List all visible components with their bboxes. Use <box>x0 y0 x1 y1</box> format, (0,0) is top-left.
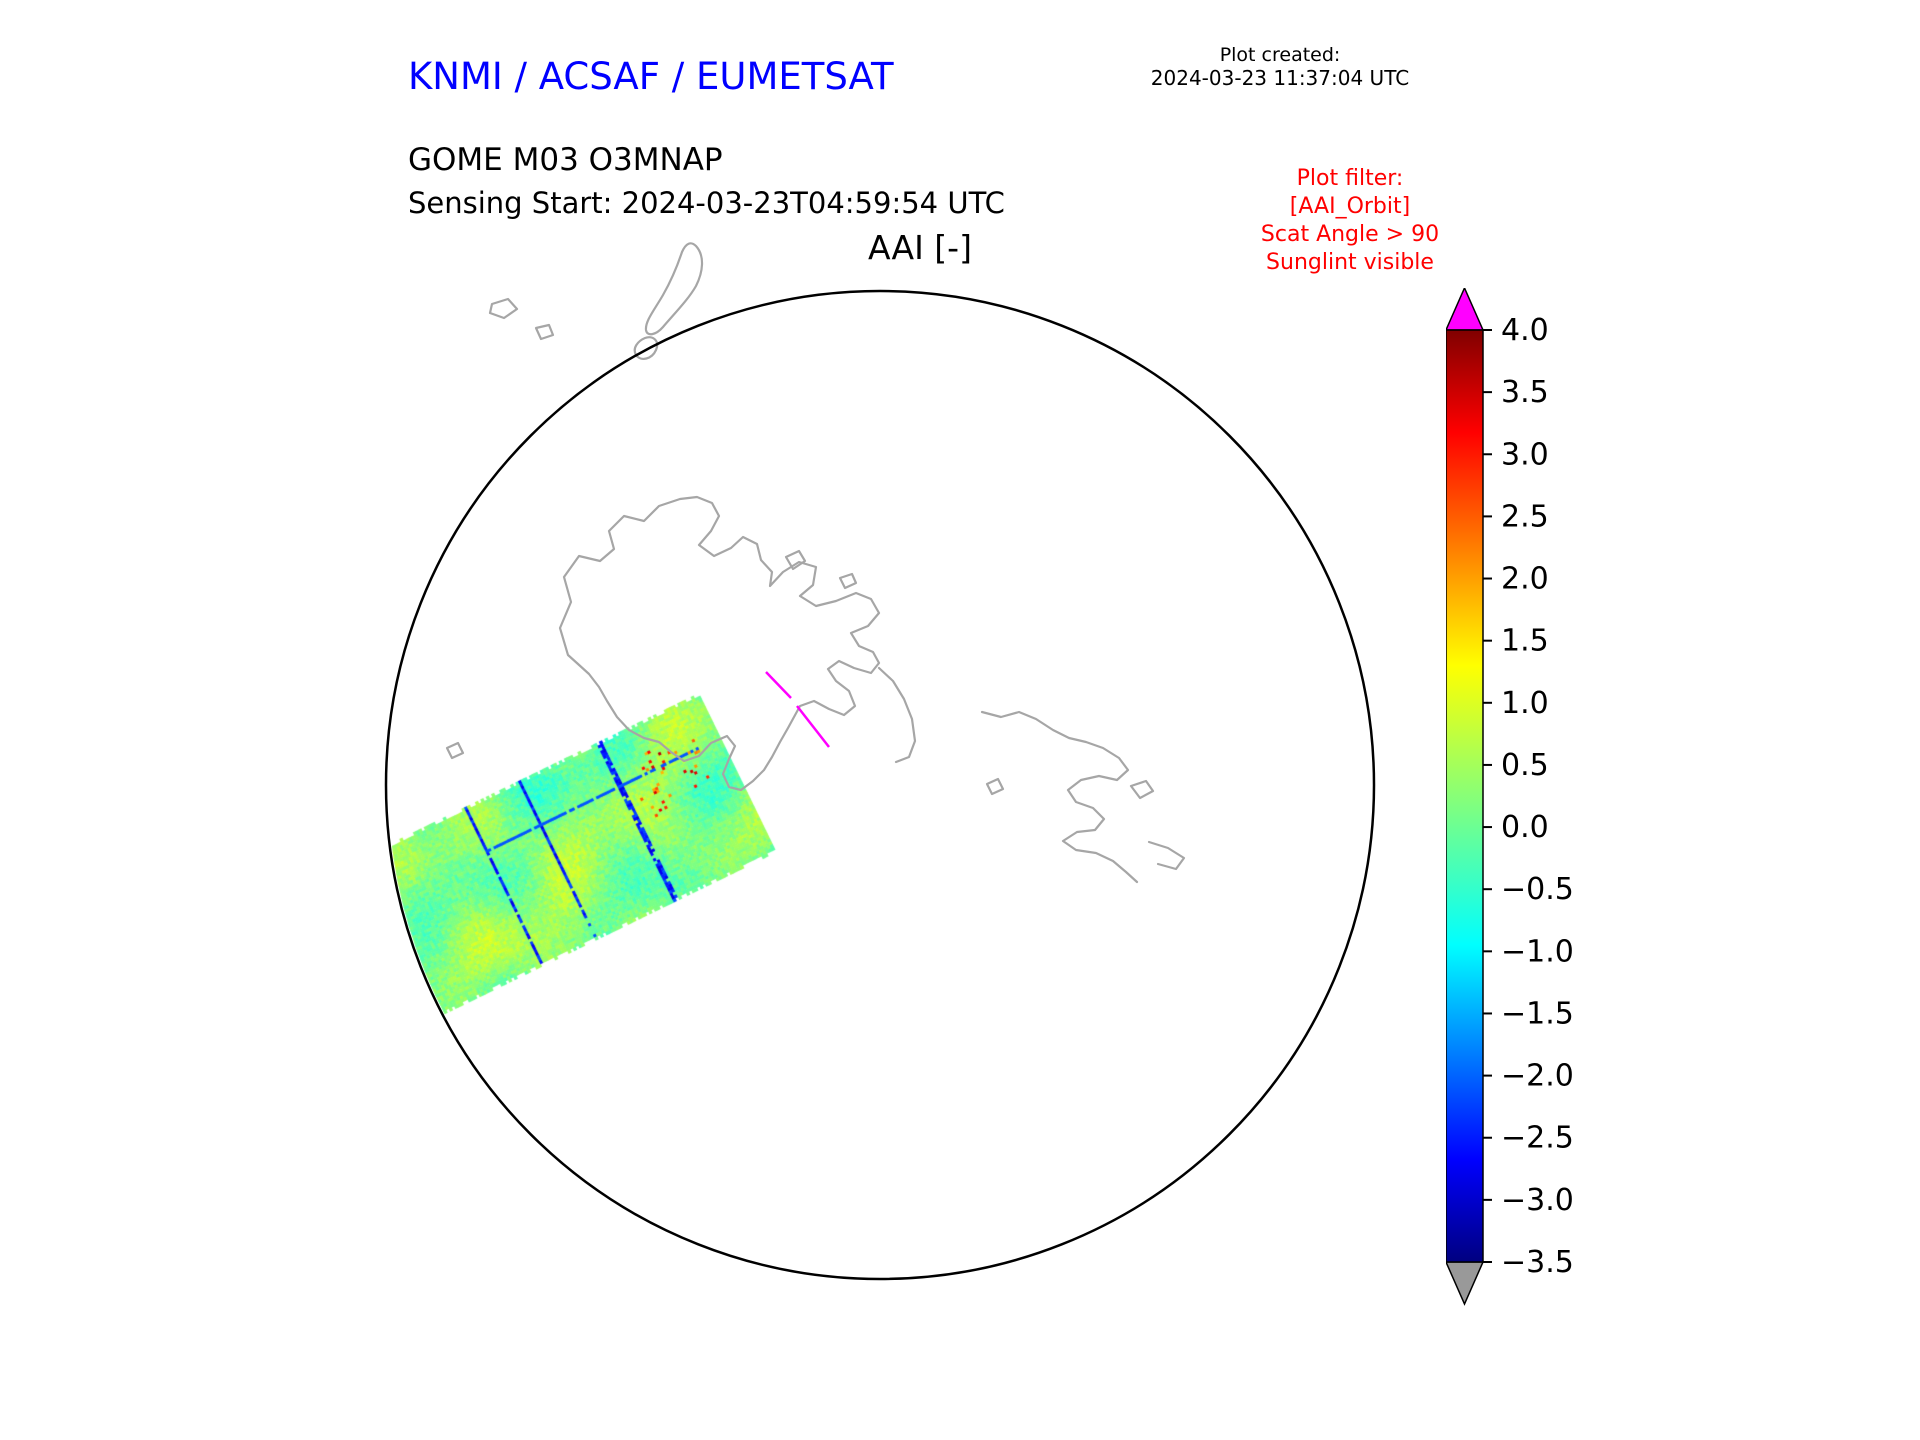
svg-text:−1.0: −1.0 <box>1501 934 1574 969</box>
svg-text:−0.5: −0.5 <box>1501 872 1574 907</box>
svg-text:3.0: 3.0 <box>1501 437 1549 472</box>
svg-text:−1.5: −1.5 <box>1501 996 1574 1031</box>
svg-text:0.5: 0.5 <box>1501 748 1549 783</box>
svg-text:−3.0: −3.0 <box>1501 1183 1574 1218</box>
svg-text:−2.5: −2.5 <box>1501 1121 1574 1156</box>
svg-text:4.0: 4.0 <box>1501 313 1549 348</box>
svg-text:1.0: 1.0 <box>1501 686 1549 721</box>
svg-text:−3.5: −3.5 <box>1501 1245 1574 1280</box>
svg-text:2.0: 2.0 <box>1501 562 1549 597</box>
svg-text:2.5: 2.5 <box>1501 499 1549 534</box>
svg-text:1.5: 1.5 <box>1501 624 1549 659</box>
colorbar: 4.0 3.5 3.0 2.5 2.0 1.5 1.0 0.5 0.0 −0.5 −1.0 −1.5 −… <box>1446 288 1574 1306</box>
svg-text:3.5: 3.5 <box>1501 375 1549 410</box>
svg-text:0.0: 0.0 <box>1501 810 1549 845</box>
svg-text:−2.0: −2.0 <box>1501 1059 1574 1094</box>
